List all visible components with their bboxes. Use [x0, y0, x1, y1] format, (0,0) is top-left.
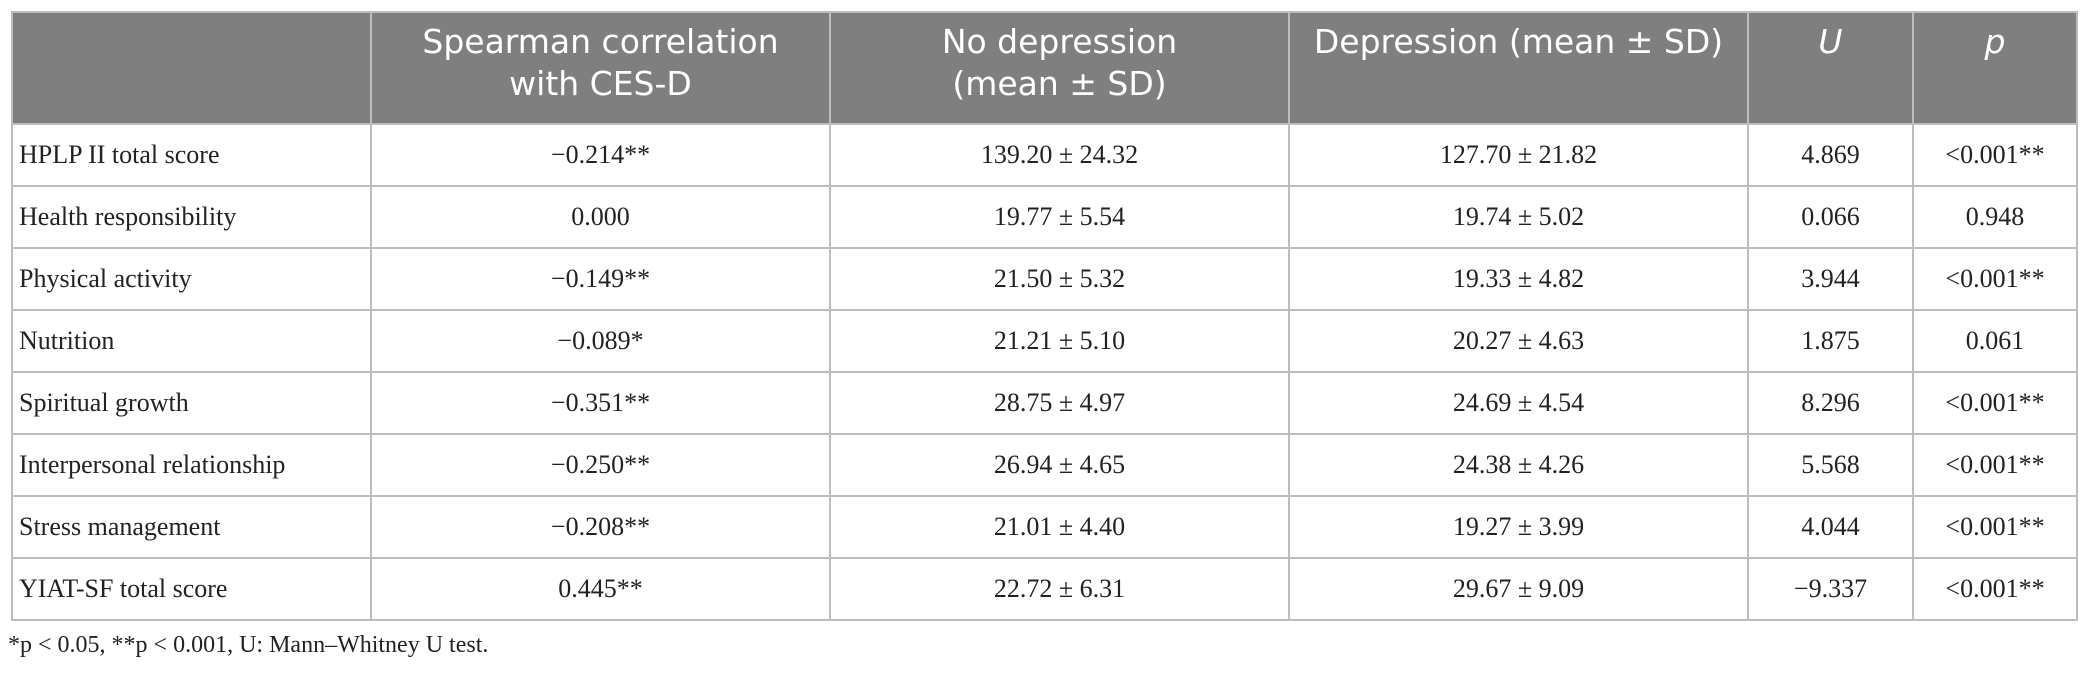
table-row: Health responsibility 0.000 19.77 ± 5.54 19… — [11, 185, 2078, 249]
header-cell: Depression (mean ± SD) — [1288, 11, 1749, 125]
cell: −9.337 — [1747, 557, 1914, 621]
cell: 0.948 — [1912, 185, 2078, 249]
header-row: Spearman correlation with CES-D No depress… — [11, 11, 2078, 125]
cell: 21.01 ± 4.40 — [829, 495, 1290, 559]
cell: 19.33 ± 4.82 — [1288, 247, 1749, 311]
table-row: Nutrition −0.089* 21.21 ± 5.10 20.27 ± 4.63… — [11, 309, 2078, 373]
cell: <0.001** — [1912, 371, 2078, 435]
table-row: Spiritual growth −0.351** 28.75 ± 4.97 24.6… — [11, 371, 2078, 435]
header-cell: No depression (mean ± SD) — [829, 11, 1290, 125]
cell: 19.74 ± 5.02 — [1288, 185, 1749, 249]
cell: 0.061 — [1912, 309, 2078, 373]
cell: 4.044 — [1747, 495, 1914, 559]
cell: 20.27 ± 4.63 — [1288, 309, 1749, 373]
header-text: No depression — [941, 22, 1178, 61]
table-row: Interpersonal relationship −0.250** 26.94 … — [11, 433, 2078, 497]
cell: 19.77 ± 5.54 — [829, 185, 1290, 249]
cell: 24.69 ± 4.54 — [1288, 371, 1749, 435]
header-text: Spearman correlation — [422, 22, 779, 61]
row-label: Stress management — [11, 495, 372, 559]
cell: 22.72 ± 6.31 — [829, 557, 1290, 621]
row-label: Spiritual growth — [11, 371, 372, 435]
cell: 8.296 — [1747, 371, 1914, 435]
cell: 24.38 ± 4.26 — [1288, 433, 1749, 497]
table-body: HPLP II total score −0.214** 139.20 ± 24.3… — [11, 123, 2078, 621]
cell: <0.001** — [1912, 433, 2078, 497]
cell: <0.001** — [1912, 495, 2078, 559]
cell: <0.001** — [1912, 247, 2078, 311]
header-text: with CES-D — [509, 64, 692, 103]
header-cell: p — [1912, 11, 2078, 125]
table-row: Physical activity −0.149** 21.50 ± 5.32 19.… — [11, 247, 2078, 311]
cell: 0.000 — [370, 185, 831, 249]
cell: 19.27 ± 3.99 — [1288, 495, 1749, 559]
row-label: HPLP II total score — [11, 123, 372, 187]
cell: 21.21 ± 5.10 — [829, 309, 1290, 373]
cell: −0.149** — [370, 247, 831, 311]
cell: <0.001** — [1912, 557, 2078, 621]
cell: −0.250** — [370, 433, 831, 497]
header-cell: U — [1747, 11, 1914, 125]
table-row: HPLP II total score −0.214** 139.20 ± 24.3… — [11, 123, 2078, 187]
cell: −0.208** — [370, 495, 831, 559]
header-text: p — [1984, 22, 2006, 61]
row-label: YIAT-SF total score — [11, 557, 372, 621]
header-cell: Spearman correlation with CES-D — [370, 11, 831, 125]
cell: 127.70 ± 21.82 — [1288, 123, 1749, 187]
cell: −0.089* — [370, 309, 831, 373]
header-cell — [11, 11, 372, 125]
row-label: Physical activity — [11, 247, 372, 311]
table-row: YIAT-SF total score 0.445** 22.72 ± 6.31 29… — [11, 557, 2078, 621]
cell: 0.066 — [1747, 185, 1914, 249]
header-text: U — [1818, 22, 1843, 61]
cell: 1.875 — [1747, 309, 1914, 373]
cell: 26.94 ± 4.65 — [829, 433, 1290, 497]
cell: 3.944 — [1747, 247, 1914, 311]
cell: 139.20 ± 24.32 — [829, 123, 1290, 187]
cell: <0.001** — [1912, 123, 2078, 187]
cell: 4.869 — [1747, 123, 1914, 187]
cell: −0.214** — [370, 123, 831, 187]
row-label: Nutrition — [11, 309, 372, 373]
table-row: Stress management −0.208** 21.01 ± 4.40 19.… — [11, 495, 2078, 559]
header-text: (mean ± SD) — [952, 64, 1167, 103]
row-label: Interpersonal relationship — [11, 433, 372, 497]
data-table: Spearman correlation with CES-D No depress… — [11, 11, 2078, 621]
cell: 5.568 — [1747, 433, 1914, 497]
cell: 0.445** — [370, 557, 831, 621]
cell: 28.75 ± 4.97 — [829, 371, 1290, 435]
cell: 29.67 ± 9.09 — [1288, 557, 1749, 621]
header-text: Depression (mean ± SD) — [1313, 22, 1724, 61]
footnote: *p < 0.05, **p < 0.001, U: Mann–Whitney … — [8, 632, 489, 658]
cell: −0.351** — [370, 371, 831, 435]
cell: 21.50 ± 5.32 — [829, 247, 1290, 311]
row-label: Health responsibility — [11, 185, 372, 249]
